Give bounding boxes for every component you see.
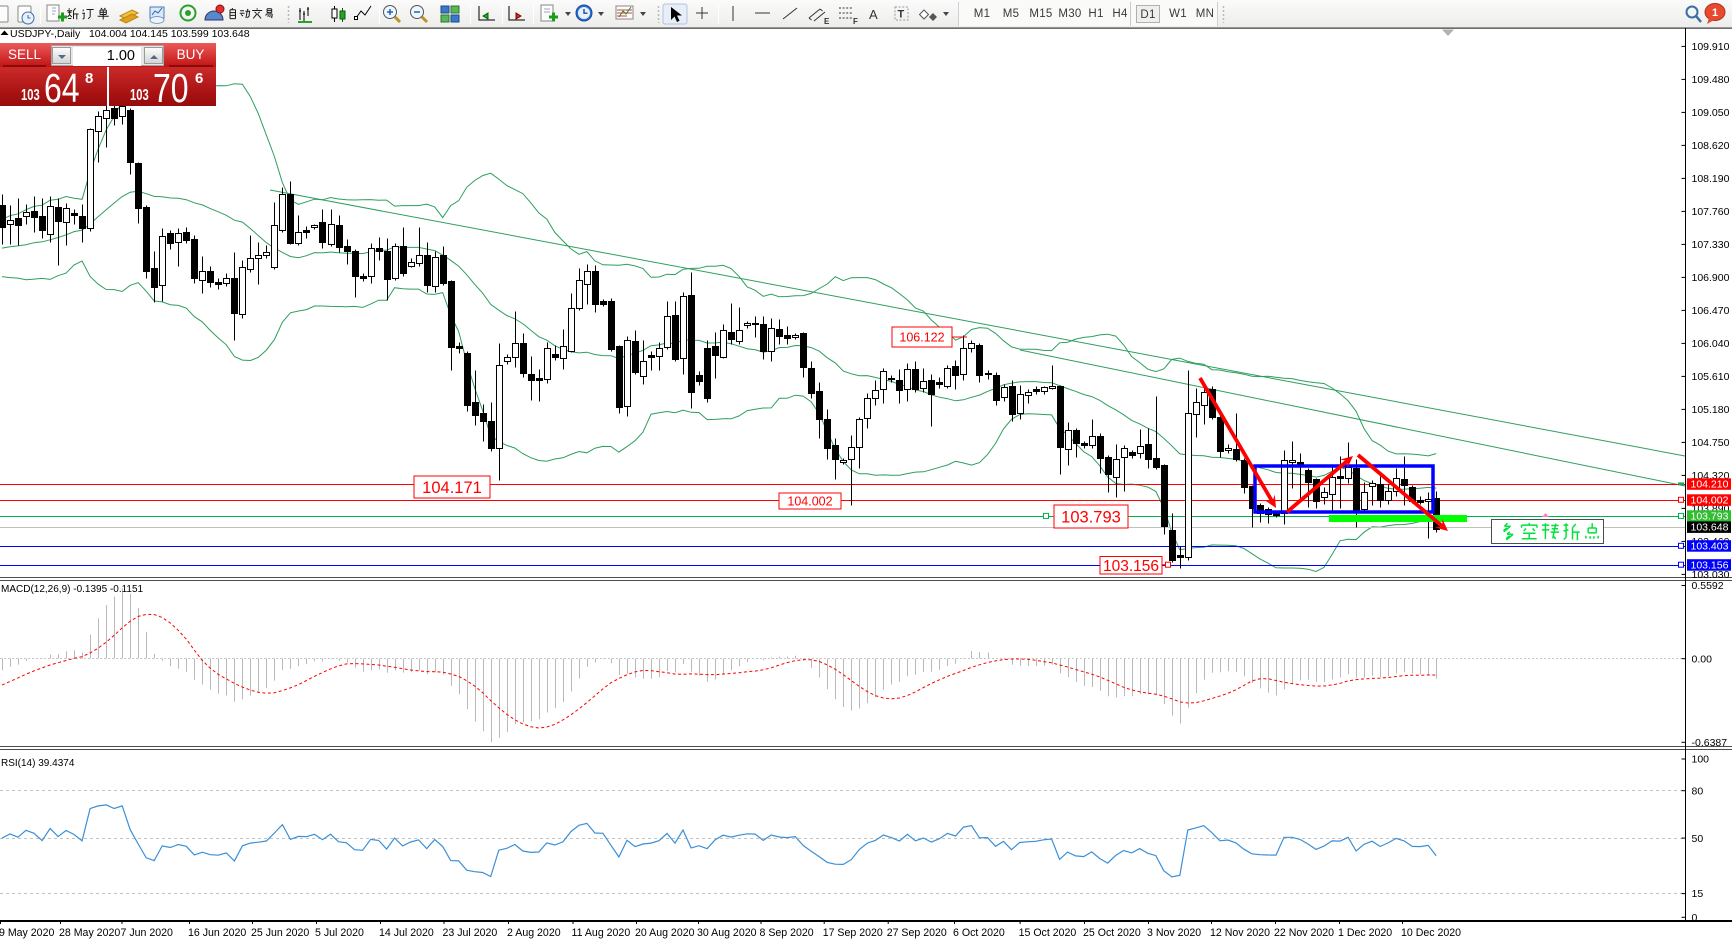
svg-text:23 Jul 2020: 23 Jul 2020 <box>443 927 498 939</box>
svg-text:104.210: 104.210 <box>1691 479 1729 491</box>
svg-text:6 Oct 2020: 6 Oct 2020 <box>953 927 1005 939</box>
svg-text:27 Sep 2020: 27 Sep 2020 <box>887 927 947 939</box>
svg-text:106.122: 106.122 <box>899 331 944 345</box>
svg-text:12 Nov 2020: 12 Nov 2020 <box>1210 927 1270 939</box>
svg-text:106.900: 106.900 <box>1692 272 1730 284</box>
svg-text:E: E <box>824 17 830 26</box>
svg-text:104.002: 104.002 <box>787 495 832 509</box>
svg-text:7 Jun 2020: 7 Jun 2020 <box>121 927 174 939</box>
svg-text:17 Sep 2020: 17 Sep 2020 <box>823 927 883 939</box>
svg-text:50: 50 <box>1692 833 1704 845</box>
svg-text:28 May 2020: 28 May 2020 <box>59 927 120 939</box>
svg-text:1: 1 <box>1712 7 1718 19</box>
svg-text:100: 100 <box>1692 754 1710 766</box>
svg-text:16 Jun 2020: 16 Jun 2020 <box>188 927 246 939</box>
svg-text:3 Nov 2020: 3 Nov 2020 <box>1147 927 1201 939</box>
svg-text:30 Aug 2020: 30 Aug 2020 <box>697 927 757 939</box>
svg-text:103.403: 103.403 <box>1691 541 1729 553</box>
svg-text:103.156: 103.156 <box>1691 560 1729 572</box>
svg-text:103.793: 103.793 <box>1691 511 1729 523</box>
svg-text:0: 0 <box>1692 912 1698 924</box>
svg-text:F: F <box>853 17 858 26</box>
svg-text:80: 80 <box>1692 785 1704 797</box>
svg-text:5 Jul 2020: 5 Jul 2020 <box>315 927 364 939</box>
svg-text:104.002: 104.002 <box>1691 495 1729 507</box>
svg-text:15 Oct 2020: 15 Oct 2020 <box>1019 927 1077 939</box>
svg-text:104.171: 104.171 <box>422 479 482 497</box>
svg-text:107.330: 107.330 <box>1692 239 1730 251</box>
svg-text:107.760: 107.760 <box>1692 206 1730 218</box>
svg-text:-0.6387: -0.6387 <box>1692 737 1728 749</box>
svg-text:103.793: 103.793 <box>1061 508 1121 526</box>
svg-text:2 Aug 2020: 2 Aug 2020 <box>507 927 561 939</box>
svg-text:108.620: 108.620 <box>1692 140 1730 152</box>
svg-text:103.156: 103.156 <box>1103 558 1159 575</box>
svg-text:14 Jul 2020: 14 Jul 2020 <box>379 927 434 939</box>
svg-text:15: 15 <box>1692 888 1704 900</box>
svg-text:A: A <box>869 7 878 22</box>
svg-text:0.00: 0.00 <box>1692 653 1713 665</box>
svg-text:USDJPY-,Daily 104.004 104.14: USDJPY-,Daily 104.004 104.145 103.599 10… <box>10 28 250 40</box>
svg-text:106.040: 106.040 <box>1692 338 1730 350</box>
svg-text:109.910: 109.910 <box>1692 41 1730 53</box>
svg-text:T: T <box>898 9 905 21</box>
svg-text:11 Aug 2020: 11 Aug 2020 <box>572 927 631 939</box>
svg-text:103.648: 103.648 <box>1691 522 1729 534</box>
svg-text:1 Dec 2020: 1 Dec 2020 <box>1338 927 1392 939</box>
svg-text:RSI(14) 39.4374: RSI(14) 39.4374 <box>1 758 75 769</box>
svg-text:108.190: 108.190 <box>1692 173 1730 185</box>
svg-text:9 May 2020: 9 May 2020 <box>0 927 54 939</box>
svg-text:105.610: 105.610 <box>1692 371 1730 383</box>
svg-text:109.480: 109.480 <box>1692 74 1730 86</box>
svg-text:25 Jun 2020: 25 Jun 2020 <box>251 927 309 939</box>
svg-text:20 Aug 2020: 20 Aug 2020 <box>635 927 695 939</box>
svg-text:0.5592: 0.5592 <box>1692 580 1724 592</box>
svg-text:105.180: 105.180 <box>1692 404 1730 416</box>
svg-text:25 Oct 2020: 25 Oct 2020 <box>1083 927 1141 939</box>
svg-text:10 Dec 2020: 10 Dec 2020 <box>1401 927 1461 939</box>
svg-text:109.050: 109.050 <box>1692 107 1730 119</box>
svg-text:103.030: 103.030 <box>1692 569 1730 581</box>
svg-text:106.470: 106.470 <box>1692 305 1730 317</box>
svg-text:8 Sep 2020: 8 Sep 2020 <box>760 927 814 939</box>
svg-text:104.750: 104.750 <box>1692 437 1730 449</box>
svg-text:22 Nov 2020: 22 Nov 2020 <box>1274 927 1334 939</box>
svg-text:MACD(12,26,9) -0.1395 -0.1151: MACD(12,26,9) -0.1395 -0.1151 <box>1 584 144 595</box>
